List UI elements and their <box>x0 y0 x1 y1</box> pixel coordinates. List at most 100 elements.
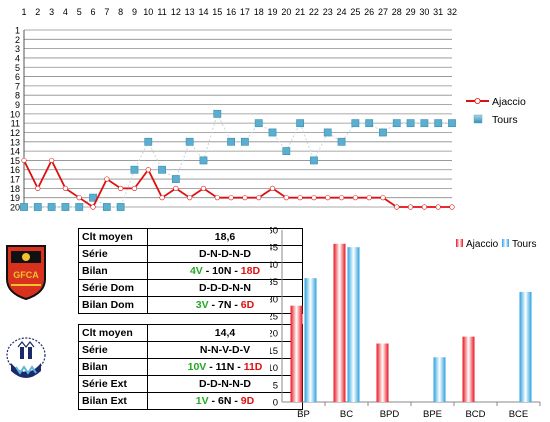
x-tick-label: 12 <box>171 7 181 17</box>
ajaccio-point <box>159 195 165 201</box>
losses-value: 9D <box>240 395 255 407</box>
ajaccio-point <box>283 195 289 201</box>
y-tick-label: 25 <box>270 312 278 323</box>
stat-value: 1V - 6N - 9D <box>147 392 303 410</box>
ajaccio-point <box>297 195 303 201</box>
ajaccio-point <box>118 185 124 191</box>
ajaccio-bar <box>462 336 475 402</box>
x-tick-label: 8 <box>118 7 123 17</box>
ajaccio-point <box>394 204 400 210</box>
y-tick-label: 10 <box>10 109 20 119</box>
x-tick-label: 18 <box>254 7 264 17</box>
ajaccio-stats-table: Clt moyen 18,6 Série D-N-D-N-D Bilan 4V … <box>78 228 303 314</box>
x-tick-label: 21 <box>295 7 305 17</box>
bar-legend: Ajaccio Tours <box>456 239 536 250</box>
tours-bar <box>304 278 317 402</box>
draws-value: 11N <box>215 361 235 373</box>
stat-label: Clt moyen <box>78 324 148 342</box>
tours-point <box>434 119 443 128</box>
x-tick-label: 25 <box>350 7 360 17</box>
ajaccio-point <box>380 195 386 201</box>
ranking-series <box>20 109 456 211</box>
y-tick-label: 6 <box>15 72 20 82</box>
x-tick-label: 15 <box>212 7 222 17</box>
y-tick-label: 16 <box>10 165 20 175</box>
tours-point <box>102 203 111 211</box>
ajaccio-point <box>90 204 96 210</box>
tours-point <box>75 203 84 211</box>
y-tick-label: 4 <box>15 53 20 63</box>
x-tick-label: 4 <box>63 7 68 17</box>
ajaccio-point <box>76 195 82 201</box>
x-tick-label: 16 <box>226 7 236 17</box>
tours-point <box>406 119 415 128</box>
draws-value: 6N <box>217 395 232 407</box>
ajaccio-point <box>366 195 372 201</box>
ajaccio-point <box>421 204 427 210</box>
stat-label: Bilan Dom <box>78 296 148 314</box>
x-tick-label: 22 <box>309 7 319 17</box>
table-row: Bilan Dom 3V - 7N - 6D <box>78 296 303 314</box>
wins-value: 3V <box>195 299 209 311</box>
losses-value: 6D <box>240 299 255 311</box>
y-tick-label: 30 <box>270 294 278 305</box>
ajaccio-point <box>256 195 262 201</box>
y-tick-label: 2 <box>15 35 20 45</box>
stat-label: Série <box>78 341 148 359</box>
ajaccio-point <box>35 185 41 191</box>
x-tick-label: BPD <box>380 409 400 420</box>
tours-point <box>130 165 139 174</box>
y-tick-label: 18 <box>10 184 20 194</box>
table-row: Bilan 10V - 11N - 11D <box>78 358 303 376</box>
x-tick-label: 31 <box>433 7 443 17</box>
ajaccio-bar <box>333 243 346 402</box>
x-tick-label: 3 <box>49 7 54 17</box>
y-tick-label: 1 <box>15 26 20 36</box>
y-tick-label: 35 <box>270 277 278 288</box>
stat-label: Série Dom <box>78 279 148 297</box>
x-tick-label: 20 <box>281 7 291 17</box>
wins-value: 4V <box>189 265 203 277</box>
y-tick-label: 12 <box>10 128 20 138</box>
wins-value: 1V <box>195 395 209 407</box>
stat-label: Clt moyen <box>78 228 148 246</box>
tours-point <box>282 147 291 156</box>
tours-point <box>254 119 263 128</box>
x-tick-label: 19 <box>268 7 278 17</box>
ajaccio-logo-text: GFCA <box>13 270 39 280</box>
wins-value: 10V <box>187 361 207 373</box>
y-tick-label: 20 <box>10 203 20 213</box>
y-tick-label: 5 <box>273 380 278 391</box>
ajaccio-point <box>435 204 441 210</box>
x-tick-label: 24 <box>337 7 347 17</box>
ajaccio-point <box>49 157 55 164</box>
table-row: Clt moyen 18,6 <box>78 228 303 246</box>
tours-point <box>227 137 235 146</box>
tours-point <box>61 203 70 211</box>
x-tick-label: BC <box>340 409 353 420</box>
ranking-legend: Ajaccio Tours <box>466 96 526 126</box>
ajaccio-point <box>131 185 138 191</box>
tours-point <box>33 203 42 211</box>
draws-value: 7N <box>217 299 232 311</box>
tours-point <box>365 119 374 128</box>
table-row: Bilan Ext 1V - 6N - 9D <box>78 392 303 410</box>
tours-point <box>351 119 360 128</box>
x-tick-label: BPE <box>423 409 442 420</box>
losses-value: 18D <box>240 265 261 277</box>
y-tick-label: 11 <box>11 119 20 129</box>
x-tick-label: 32 <box>447 7 457 17</box>
ajaccio-bar <box>376 343 389 402</box>
tours-point <box>47 203 56 211</box>
y-tick-label: 17 <box>10 175 20 185</box>
ajaccio-point <box>407 204 414 210</box>
x-tick-label: BCD <box>465 409 485 420</box>
ranking-line-chart: 1 2 3 4 5 6 7 8 9 10 11 12 13 14 15 16 17 18 19 20 21 22 23 24 2… <box>10 7 526 213</box>
ajaccio-point <box>187 195 193 201</box>
tours-point <box>199 156 208 165</box>
bar-y-axis: 0 5 10 15 20 25 30 35 40 45 50 <box>270 226 541 409</box>
y-tick-label: 7 <box>15 81 20 91</box>
x-tick-label: 28 <box>392 7 402 17</box>
losses-value: 11D <box>243 361 263 373</box>
y-tick-label: 15 <box>270 346 278 357</box>
